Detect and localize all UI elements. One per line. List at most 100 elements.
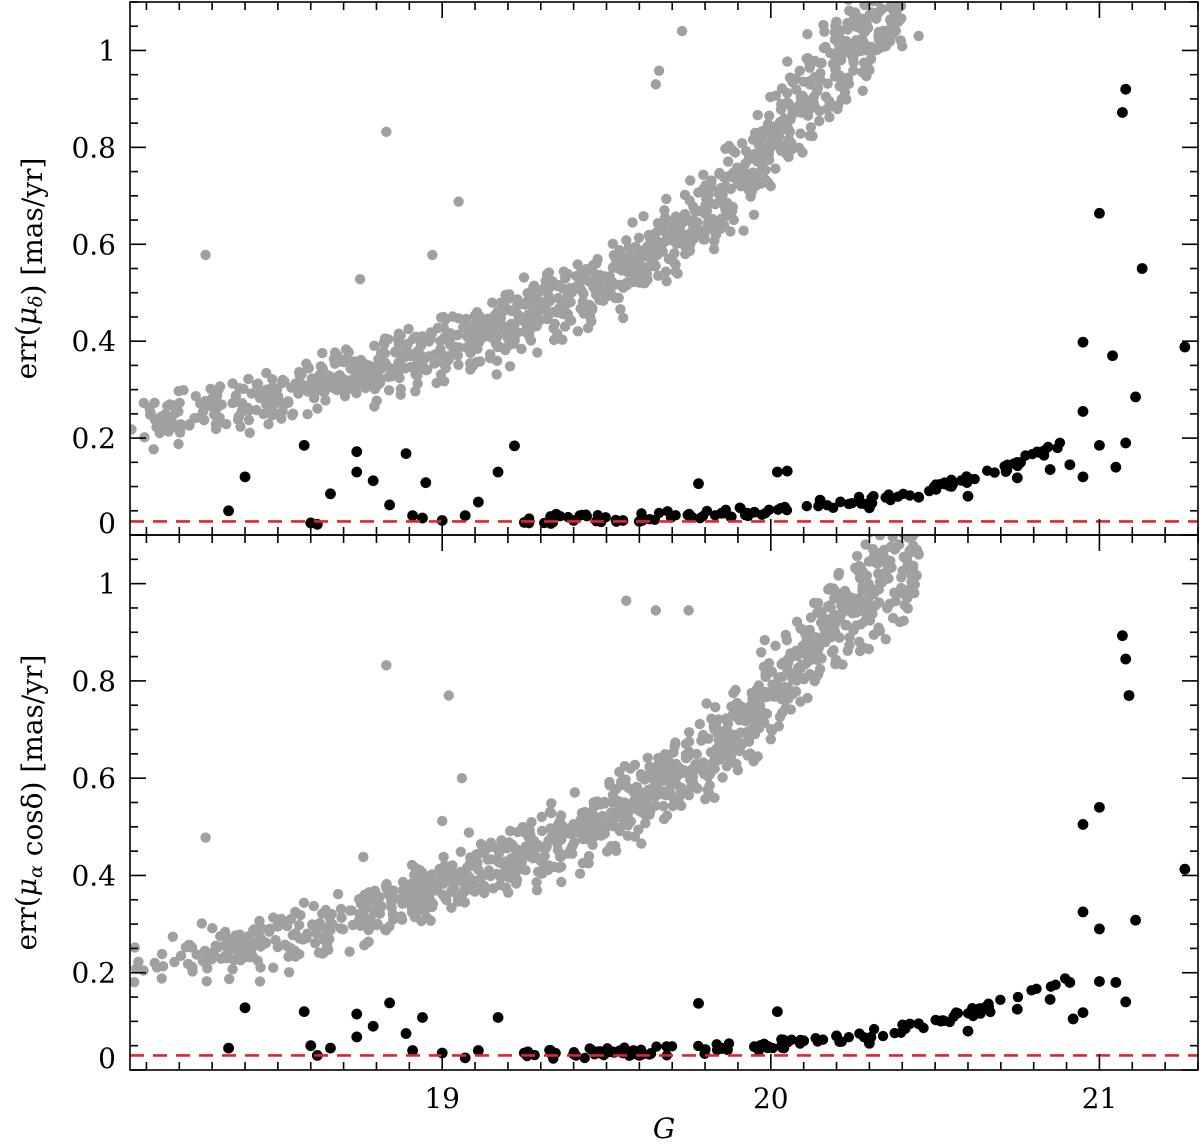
grey-point — [614, 766, 625, 778]
grey-point — [638, 211, 649, 222]
grey-point — [689, 206, 700, 217]
grey-point — [824, 96, 835, 107]
grey-point — [287, 929, 298, 941]
grey-point — [266, 410, 278, 421]
black-point — [420, 477, 432, 489]
grey-point — [683, 736, 695, 747]
grey-point — [507, 321, 518, 333]
grey-point — [659, 236, 670, 247]
grey-point — [363, 360, 375, 371]
top-panel: 0 0.2 0.4 0.6 0.8 1 err(μδ) [mas/yr] — [10, 1, 1199, 540]
grey-point — [542, 864, 554, 876]
black-point — [1130, 391, 1141, 403]
grey-point — [340, 344, 352, 355]
black-point — [1110, 461, 1122, 473]
grey-point — [531, 885, 543, 896]
grey-point — [532, 866, 544, 877]
grey-point — [579, 810, 590, 821]
black-point — [223, 505, 234, 517]
grey-point — [446, 902, 457, 913]
grey-point — [207, 923, 218, 934]
grey-outlier-point — [683, 605, 694, 616]
grey-point — [447, 860, 458, 871]
grey-point — [735, 705, 746, 716]
grey-point — [867, 2, 879, 7]
grey-point — [628, 800, 639, 812]
grey-point — [868, 584, 879, 595]
grey-point — [553, 292, 564, 304]
grey-point — [183, 939, 194, 951]
grey-point — [706, 713, 717, 724]
grey-point — [805, 122, 817, 133]
black-point — [827, 502, 839, 513]
grey-point — [379, 348, 391, 359]
grey-point — [721, 713, 732, 724]
grey-point — [406, 349, 417, 361]
grey-point — [388, 914, 399, 925]
grey-point — [642, 752, 653, 763]
grey-point — [329, 358, 341, 369]
grey-point — [653, 270, 664, 281]
grey-point — [797, 147, 808, 158]
black-point — [843, 1032, 855, 1043]
black-point — [351, 466, 363, 478]
grey-point — [372, 895, 384, 906]
black-point — [854, 1028, 865, 1039]
grey-point — [556, 876, 567, 888]
black-point — [298, 1006, 310, 1018]
grey-point — [804, 669, 816, 681]
grey-point — [631, 781, 642, 793]
black-point — [1120, 653, 1132, 665]
black-point — [801, 500, 812, 512]
grey-point — [759, 635, 770, 646]
grey-point — [541, 313, 553, 325]
grey-point — [232, 952, 243, 963]
grey-point — [815, 68, 826, 79]
grey-point — [747, 134, 759, 145]
grey-point — [869, 556, 881, 568]
grey-outlier-point — [354, 273, 366, 285]
grey-point — [465, 364, 476, 375]
grey-point — [841, 94, 852, 105]
grey-point — [711, 743, 722, 754]
grey-point — [575, 303, 586, 314]
grey-point — [808, 597, 820, 609]
grey-point — [838, 588, 849, 599]
grey-point — [859, 2, 870, 11]
grey-point — [845, 595, 856, 606]
black-point — [544, 1044, 555, 1056]
grey-point — [747, 693, 758, 704]
grey-point — [714, 753, 725, 764]
grey-point — [386, 894, 397, 905]
grey-point — [733, 741, 744, 752]
grey-point — [496, 840, 507, 852]
grey-point — [356, 379, 368, 390]
grey-point — [854, 560, 865, 572]
grey-point — [344, 905, 356, 916]
grey-point — [623, 260, 634, 271]
grey-point — [824, 582, 836, 594]
grey-point — [678, 211, 689, 223]
grey-point — [629, 759, 641, 771]
black-point — [853, 491, 865, 503]
grey-point — [896, 13, 907, 24]
grey-outlier-point — [200, 249, 211, 261]
grey-point — [765, 91, 776, 103]
x-tick-label: 20 — [753, 1082, 789, 1115]
grey-point — [465, 852, 476, 863]
grey-point — [531, 877, 542, 888]
grey-point — [709, 235, 720, 247]
grey-outlier-point — [621, 595, 632, 606]
grey-point — [773, 721, 784, 732]
grey-point — [785, 704, 796, 715]
black-point — [298, 439, 310, 451]
grey-point — [455, 846, 466, 857]
grey-point — [312, 403, 323, 414]
grey-point — [894, 616, 905, 628]
grey-point — [636, 838, 647, 849]
grey-point — [254, 976, 266, 987]
black-point — [810, 1032, 821, 1044]
grey-point — [130, 977, 140, 988]
grey-point — [552, 845, 564, 856]
